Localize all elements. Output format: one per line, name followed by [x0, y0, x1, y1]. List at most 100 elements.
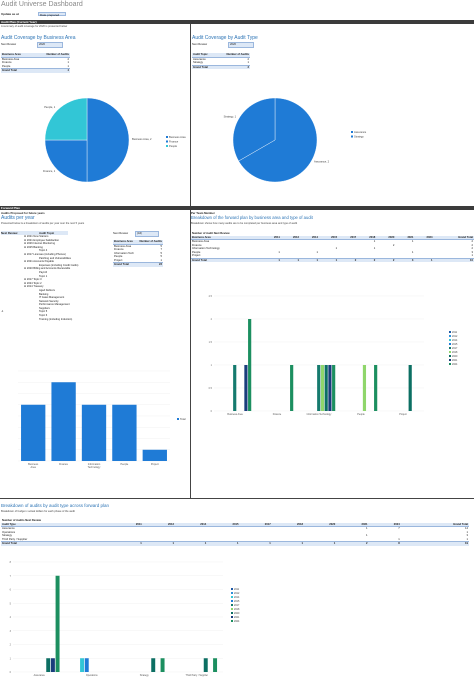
table-cell: 2 — [338, 257, 358, 262]
table-cell: 10 — [433, 257, 474, 262]
bar-chart-audit-type: 0 1 2 3 4 5 6 7 8 Assurance Operations Strategy Thir… — [10, 561, 240, 677]
table-cell: 2017 — [239, 522, 272, 527]
section-divider — [0, 498, 474, 499]
tree-item[interactable]: Training (including Induction) — [39, 317, 73, 321]
table-cell: 8 — [368, 541, 401, 546]
y-tick-label: 2 — [10, 644, 12, 647]
table-row: Finance 7 — [114, 248, 162, 251]
tree-item[interactable]: ⊟ 2024 Topic 2 — [24, 281, 42, 285]
tree-item[interactable]: ⊟ 2017 Licenses (including Phones) — [24, 252, 66, 256]
table-header-row: Business Area 2011 2012 2014 2015 2017 2018 202… — [191, 235, 474, 240]
legend-swatch — [177, 418, 179, 420]
table-row: People 1 — [2, 64, 69, 68]
tree-item[interactable]: Topic 4 — [39, 249, 48, 253]
tree-item[interactable]: IT Asset Management — [39, 296, 65, 300]
filter-next-review-left[interactable]: Next Review 2020 — [1, 42, 63, 48]
bar — [328, 365, 332, 411]
table-cell: 1 — [414, 257, 434, 262]
table-cell: 1 — [319, 257, 339, 262]
table-cell: 2 — [471, 243, 474, 247]
legend-entry: Strategy — [354, 135, 364, 139]
tree-item[interactable]: Network Security — [39, 299, 59, 303]
filter-next-review-right[interactable]: Next Review 2020 — [192, 42, 254, 48]
legend-entry: 2020 — [452, 355, 458, 358]
tree-item[interactable]: ⊟ 2014 Treasury — [24, 285, 44, 289]
tree-item[interactable]: Payroll — [39, 270, 47, 274]
filter-value[interactable]: 2020 — [228, 42, 254, 48]
tree-item[interactable]: ⊟ 2026 Internet Monitoring — [24, 242, 56, 246]
table-cell: 3 — [395, 257, 415, 262]
tree-item[interactable]: ⊟ 2017 Topic 3 — [24, 278, 42, 282]
table-cell: Grand Total — [433, 235, 474, 240]
legend-swatch — [231, 612, 233, 614]
audits-per-year-title: Audits per year — [1, 215, 35, 221]
audits-per-area-table: Business Area Number of Audits Business A… — [113, 240, 163, 267]
x-tick-label: Project — [151, 463, 159, 466]
x-tick-label: Technology — [88, 466, 101, 469]
section-divider — [190, 24, 191, 206]
tree-item[interactable]: ⊟ 2021 Employee Satisfaction — [24, 238, 60, 242]
bar — [248, 319, 252, 411]
pie-data-label: Strategy, 1 — [224, 115, 237, 119]
legend-entry: 2020 — [234, 612, 240, 615]
filter-value[interactable]: (All) — [135, 231, 159, 237]
filter-next-review-forward[interactable]: Next Review (All) — [113, 231, 159, 237]
audit-topic-tree: ⊟ 2021 New Starters ⊟ 2021 Employee Satis… — [24, 235, 78, 321]
legend-entry: Finance — [169, 140, 179, 144]
legend-entry: 2014 — [234, 596, 240, 599]
tree-item[interactable]: Topic 1 — [39, 274, 48, 278]
tree-item[interactable]: Suppliers — [39, 306, 50, 310]
tree-item[interactable]: ⊟ 2025 Banking — [24, 245, 43, 249]
y-tick-label: 0.5 — [209, 387, 213, 390]
table-row: People 1 1 1 3 — [191, 251, 474, 255]
audits-per-year-note: Presented below is a breakdown of audits… — [1, 222, 85, 225]
table-cell: 1 — [411, 240, 414, 243]
y-tick-label: 3 — [10, 630, 12, 633]
table-cell: 2012 — [142, 522, 175, 527]
bar — [160, 658, 165, 672]
x-tick-label: Strategy — [140, 674, 150, 677]
bar — [408, 365, 412, 411]
table-cell: 1 — [271, 541, 304, 546]
table-cell: 2 — [336, 541, 369, 546]
bar — [46, 658, 51, 672]
tree-item[interactable]: Topic 6 — [39, 314, 48, 318]
legend-entry: 2015 — [234, 600, 240, 603]
tree-item[interactable]: Aged Debtors — [39, 288, 55, 292]
tree-marker: -1 — [1, 310, 4, 313]
bar — [50, 658, 55, 672]
table-cell: 14 — [465, 527, 468, 530]
legend-swatch — [449, 335, 451, 337]
pie-slice — [232, 97, 276, 162]
table-cell: 1 — [142, 541, 175, 546]
audit-type-breakdown-title: Breakdown of audits by audit type across… — [1, 503, 110, 508]
tree-item[interactable]: ⊟ 2021 Accounts Payable — [24, 260, 55, 264]
y-tick-label: 8 — [10, 561, 12, 564]
legend-swatch — [231, 604, 233, 606]
tree-item[interactable]: Topic 5 — [39, 310, 48, 314]
tree-item[interactable]: Performance Management — [39, 303, 70, 307]
table-row-label: Grand Total — [1, 541, 112, 546]
tree-item[interactable]: Expenses (including Credit Cards) — [39, 263, 79, 267]
table-cell: 1 — [303, 541, 337, 546]
tree-item[interactable]: Banking — [39, 292, 49, 296]
tree-item[interactable]: ⊟ 2021 New Starters — [24, 235, 49, 238]
forward-right-header: Per Team Member — [191, 210, 215, 215]
table-cell: 1 — [466, 530, 469, 534]
tree-item[interactable]: Patching and Vulnerabilities — [39, 256, 71, 260]
legend-swatch — [449, 351, 451, 353]
pie-slice — [44, 139, 88, 183]
y-tick-label: 5 — [10, 602, 12, 605]
bar — [332, 365, 336, 411]
table-cell: 1 — [316, 250, 319, 254]
table-cell: 2 — [392, 243, 395, 247]
legend-entry: 2011 — [234, 588, 240, 591]
legend-entry: 2012 — [234, 592, 240, 595]
table-cell: 2024 — [368, 522, 401, 527]
legend-entry: 2011 — [452, 331, 458, 334]
filter-value[interactable]: 2020 — [37, 42, 63, 48]
table-cell: 2020 — [303, 522, 337, 527]
audit-type-breakdown-note: Breakdown of budget v actual dollars for… — [1, 510, 75, 513]
tree-item[interactable]: ⊟ 2020 Billing and Accounts Receivable — [24, 267, 71, 271]
update-value[interactable]: Date prepared — [38, 11, 66, 17]
